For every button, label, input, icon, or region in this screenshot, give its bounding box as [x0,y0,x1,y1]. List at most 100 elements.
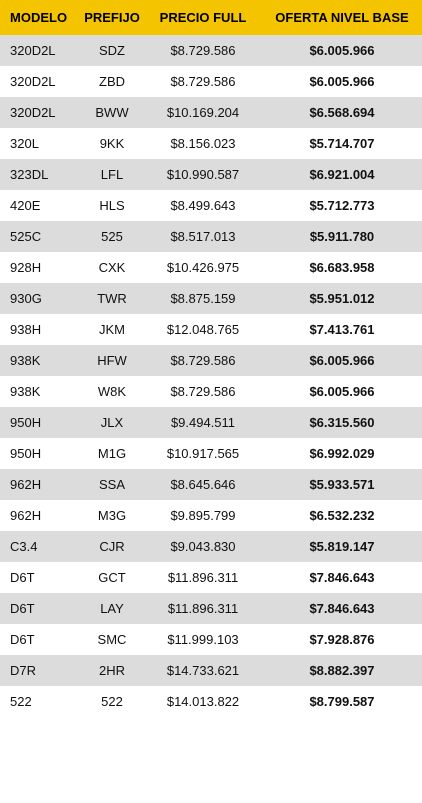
table-cell: $8.729.586 [170,384,236,399]
table-cell: $6.005.966 [309,353,375,368]
table-cell: $14.733.621 [166,663,240,678]
table-cell: $5.712.773 [309,198,375,213]
table-row: D6T SMC $11.999.103 $7.928.876 [0,624,422,655]
table-row: 950H JLX $9.494.511 $6.315.560 [0,407,422,438]
table-cell: JLX [100,415,124,430]
table-cell: D6T [10,570,35,585]
table-row: 938K W8K $8.729.586 $6.005.966 [0,376,422,407]
table-row: 420E HLS $8.499.643 $5.712.773 [0,190,422,221]
table-row: 320D2L BWW $10.169.204 $6.568.694 [0,97,422,128]
table-row: 962H SSA $8.645.646 $5.933.571 [0,469,422,500]
table-cell: GCT [98,570,126,585]
table-cell: $9.043.830 [170,539,236,554]
header-cell: OFERTA NIVEL BASE [275,10,409,25]
table-cell: 928H [10,260,42,275]
table-cell: 938H [10,322,42,337]
table-cell: $8.799.587 [309,694,375,709]
table-cell: 962H [10,477,42,492]
table-cell: 320D2L [10,74,56,89]
table-cell: SSA [98,477,125,492]
table-cell: $5.911.780 [309,229,375,244]
table-row: D6T GCT $11.896.311 $7.846.643 [0,562,422,593]
table-cell: $9.494.511 [170,415,236,430]
table-cell: $6.568.694 [309,105,375,120]
table-cell: $10.426.975 [166,260,240,275]
table-cell: 522 [10,694,32,709]
table-cell: $9.895.799 [170,508,236,523]
table-row: 323DL LFL $10.990.587 $6.921.004 [0,159,422,190]
table-cell: $7.413.761 [309,322,375,337]
table-cell: 2HR [98,663,125,678]
table-cell: $10.169.204 [166,105,240,120]
table-row: 928H CXK $10.426.975 $6.683.958 [0,252,422,283]
table-cell: $6.005.966 [309,74,375,89]
table-cell: $11.896.311 [167,601,239,616]
table-cell: $6.005.966 [309,43,375,58]
table-cell: 320D2L [10,105,56,120]
table-cell: $7.928.876 [309,632,375,647]
table-cell: D7R [10,663,37,678]
table-cell: 323DL [10,167,49,182]
table-cell: $8.645.646 [170,477,236,492]
table-cell: $6.532.232 [309,508,375,523]
table-row: 320D2L ZBD $8.729.586 $6.005.966 [0,66,422,97]
table-cell: 950H [10,415,42,430]
table-row: D7R 2HR $14.733.621 $8.882.397 [0,655,422,686]
table-row: C3.4 CJR $9.043.830 $5.819.147 [0,531,422,562]
table-cell: 930G [10,291,42,306]
table-cell: $11.999.103 [167,632,239,647]
table-cell: $6.005.966 [309,384,375,399]
table-cell: $12.048.765 [166,322,240,337]
table-cell: 420E [10,198,41,213]
table-cell: $8.499.643 [170,198,236,213]
table-cell: JKM [99,322,125,337]
table-row: 938H JKM $12.048.765 $7.413.761 [0,314,422,345]
table-cell: BWW [95,105,129,120]
table-cell: D6T [10,601,35,616]
table-cell: $8.729.586 [170,74,236,89]
table-cell: W8K [97,384,127,399]
table-cell: $8.156.023 [170,136,236,151]
table-cell: $8.882.397 [309,663,375,678]
header-cell: PREFIJO [84,10,140,25]
table-cell: $5.951.012 [309,291,375,306]
table-cell: SDZ [99,43,125,58]
table-cell: 522 [101,694,123,709]
table-cell: $5.933.571 [309,477,375,492]
table-cell: $6.683.958 [309,260,375,275]
table-cell: SMC [97,632,127,647]
header-row: MODELO PREFIJO PRECIO FULL OFERTA NIVEL BAS… [0,0,422,35]
table-cell: $11.896.311 [167,570,239,585]
table-row: 938K HFW $8.729.586 $6.005.966 [0,345,422,376]
table-cell: $5.714.707 [309,136,375,151]
table-cell: LAY [100,601,124,616]
header-cell: PRECIO FULL [159,10,247,25]
table-cell: 320D2L [10,43,56,58]
header-cell: MODELO [10,10,68,25]
table-cell: 938K [10,384,41,399]
table-cell: $7.846.643 [309,570,375,585]
table-row: 950H M1G $10.917.565 $6.992.029 [0,438,422,469]
table-row: D6T LAY $11.896.311 $7.846.643 [0,593,422,624]
table-cell: 525 [101,229,123,244]
table-cell: $7.846.643 [309,601,375,616]
table-cell: CJR [99,539,125,554]
table-cell: $6.315.560 [309,415,375,430]
table-cell: 9KK [99,136,125,151]
table-row: 522 522 $14.013.822 $8.799.587 [0,686,422,717]
table-cell: 938K [10,353,41,368]
table-cell: $10.990.587 [166,167,240,182]
table-cell: $5.819.147 [309,539,375,554]
table-cell: M3G [97,508,127,523]
table-cell: TWR [97,291,127,306]
table-cell: $8.517.013 [170,229,236,244]
table-row: 320L 9KK $8.156.023 $5.714.707 [0,128,422,159]
table-row: 930G TWR $8.875.159 $5.951.012 [0,283,422,314]
table-cell: HLS [99,198,125,213]
table-row: 525C 525 $8.517.013 $5.911.780 [0,221,422,252]
table-cell: 320L [10,136,39,151]
table-cell: CXK [98,260,126,275]
table-cell: C3.4 [10,539,38,554]
table-cell: 950H [10,446,42,461]
